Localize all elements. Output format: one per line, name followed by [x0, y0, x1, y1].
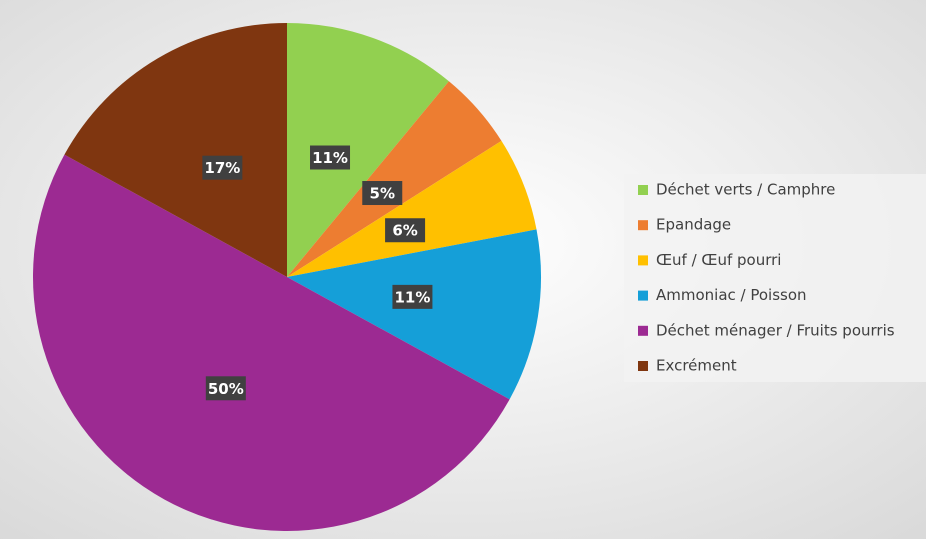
- data-label-box: [202, 155, 243, 180]
- legend-box: [624, 174, 926, 382]
- data-label: 11%: [312, 149, 348, 167]
- data-label: 5%: [370, 185, 395, 203]
- legend-swatch: [638, 220, 648, 231]
- legend-label: Epandage: [656, 216, 731, 234]
- data-label: 50%: [208, 380, 244, 398]
- pie-slice: [287, 23, 449, 277]
- data-label: 11%: [394, 288, 430, 306]
- legend-swatch: [638, 290, 648, 301]
- pie-slice: [287, 140, 537, 277]
- pie-slice: [32, 154, 510, 531]
- pie-slice: [287, 229, 541, 400]
- data-label-box: [205, 376, 246, 401]
- legend-label: Excrément: [656, 357, 737, 375]
- data-label-box: [392, 284, 433, 309]
- data-label-box: [362, 181, 403, 206]
- legend-label: Ammoniac / Poisson: [656, 286, 807, 304]
- data-label: 6%: [392, 222, 417, 240]
- legend-label: Déchet ménager / Fruits pourris: [656, 321, 895, 339]
- legend-label: Déchet verts / Camphre: [656, 181, 835, 199]
- data-label: 17%: [204, 159, 240, 177]
- data-label-box: [310, 145, 351, 170]
- legend-swatch: [638, 361, 648, 371]
- legend-swatch: [638, 325, 648, 336]
- legend-swatch: [638, 185, 648, 195]
- legend-swatch: [638, 255, 648, 266]
- data-label-box: [385, 218, 426, 243]
- pie-slice: [64, 23, 287, 277]
- legend-label: Œuf / Œuf pourri: [656, 251, 781, 269]
- pie-slice: [287, 81, 502, 277]
